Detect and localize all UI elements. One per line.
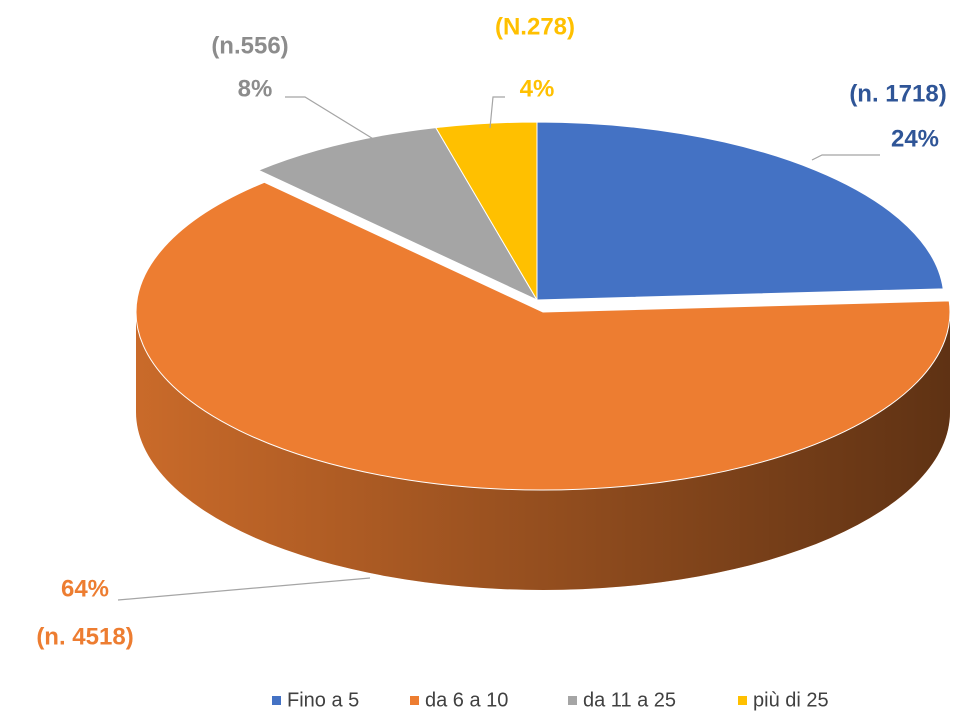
legend-label: da 6 a 10 [425, 689, 508, 711]
legend-label: Fino a 5 [287, 689, 359, 711]
leader-line [811, 154, 880, 161]
count-label: (n. 4518) [36, 623, 133, 650]
data-label: 64% [61, 575, 109, 602]
legend-label: più di 25 [753, 689, 829, 711]
legend-swatch [568, 696, 577, 705]
leader-line [489, 96, 505, 129]
data-label: 4% [520, 75, 555, 102]
count-label: (N.278) [495, 13, 575, 40]
leader-line [285, 96, 376, 141]
slice [536, 121, 944, 301]
count-label: (n.556) [211, 32, 288, 59]
legend-swatch [738, 696, 747, 705]
leader-line [117, 577, 371, 601]
data-label: 24% [891, 125, 939, 152]
slice [135, 181, 951, 491]
count-label: (n. 1718) [849, 80, 946, 107]
data-label: 8% [238, 75, 273, 102]
slice [434, 121, 538, 302]
legend-swatch [272, 696, 281, 705]
slice [257, 127, 539, 302]
legend-label: da 11 a 25 [583, 689, 676, 711]
slice-side-shade [136, 312, 950, 590]
legend-swatch [410, 696, 419, 705]
